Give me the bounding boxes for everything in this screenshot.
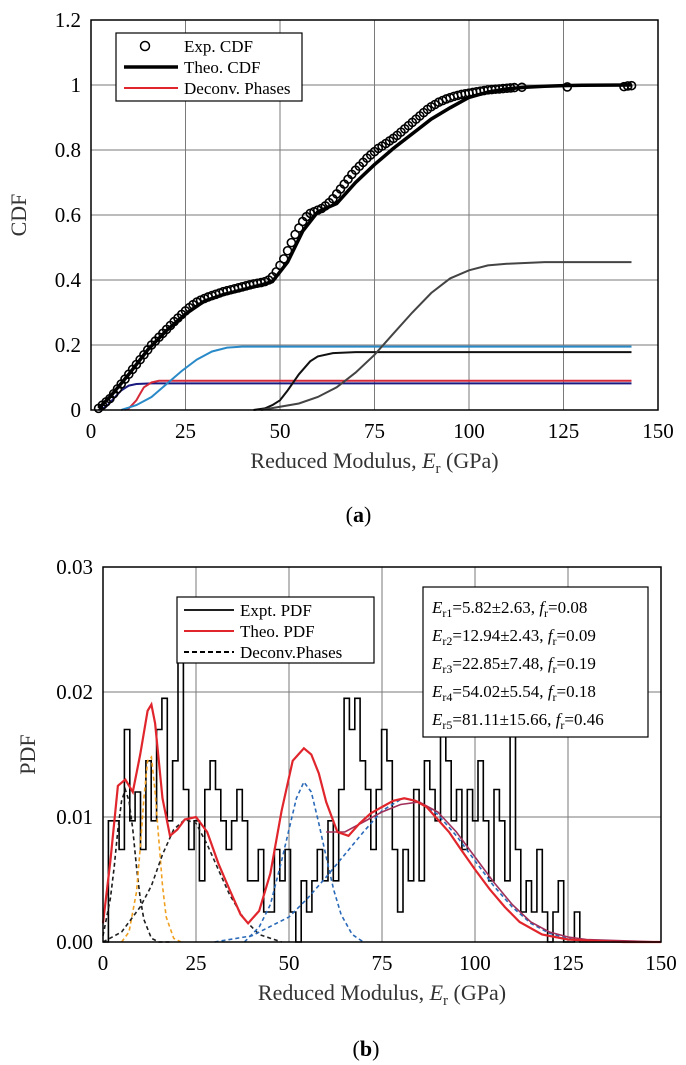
y-tick-label: 0.2 [55,333,81,357]
y-tick-labels: 0.00 0.01 0.02 0.03 [56,555,93,954]
y-tick-label: 0.6 [55,203,81,227]
y-tick-label: 0 [71,398,82,422]
legend-entry: Deconv.Phases [240,643,342,662]
panel-label: (a) [346,502,372,527]
legend: Expt. PDF Theo. PDF Deconv.Phases [176,596,375,664]
cdf-phase3-line [120,345,632,411]
pdf-phase2-line [120,755,182,943]
exp-cdf-point [562,82,573,92]
y-tick-label: 0.02 [56,680,93,704]
exp-cdf-point [517,82,527,93]
pdf-tail-line [326,801,662,943]
annotation-line: Er5=81.11±15.66, fr=0.46 [431,710,604,732]
cdf-phase5-line [260,261,632,411]
y-axis-label: PDF [15,734,40,774]
x-tick-label: 0 [86,419,97,443]
x-axis-label: Reduced Modulus, Er (GPa) [250,448,498,477]
legend-entry: Theo. PDF [240,622,315,641]
y-tick-label: 1 [71,73,82,97]
legend-entry: Exp. CDF [184,37,253,56]
x-axis-label: Reduced Modulus, Er (GPa) [258,980,506,1009]
x-tick-labels: 0 25 50 75 100 125 150 [86,419,674,443]
x-tick-label: 75 [372,951,393,975]
annotation-line: Er2=12.94±2.43, fr=0.09 [431,626,596,648]
x-tick-label: 125 [552,951,584,975]
exp-cdf-point [622,81,633,91]
fit-parameters-box: Er1=5.82±2.63, fr=0.08 Er2=12.94±2.43, fr… [422,586,649,738]
x-tick-label: 125 [548,419,580,443]
exp-cdf-point [505,83,516,93]
annotation-line: Er3=22.85±7.48, fr=0.19 [431,654,596,676]
cdf-phase1-line [98,382,632,411]
cdf-phase4-line [253,351,632,411]
annotation-box [422,586,649,738]
annotation-line: Er4=54.02±5.54, fr=0.18 [431,682,596,704]
theo-cdf-line [97,83,632,410]
x-tick-label: 50 [279,951,300,975]
cdf-phase2-line [124,379,632,411]
x-tick-label: 150 [642,419,674,443]
x-tick-label: 150 [645,951,677,975]
x-tick-label: 75 [364,419,385,443]
plot-frame [90,19,659,411]
legend-marker-exp [139,40,151,52]
y-tick-labels: 0 0.2 0.4 0.6 0.8 1 1.2 [55,8,82,422]
x-tick-label: 0 [98,951,109,975]
pdf-phase1-line [102,786,170,943]
x-tick-labels: 0 25 50 75 100 125 150 [98,951,677,975]
exp-cdf-point [286,237,297,248]
x-tick-label: 25 [175,419,196,443]
exp-cdf-point [626,80,637,91]
annotation-line: Er1=5.82±2.63, fr=0.08 [431,598,587,620]
legend-entry: Expt. PDF [240,601,312,620]
chart-b: 0 25 50 75 100 125 150 0.00 0.01 0.02 0.03 Reduced … [15,555,677,1061]
chart-a: 0 25 50 75 100 125 150 0 0.2 0.4 0.6 0.8 1 1.2 Reduced… [6,8,674,527]
x-tick-label: 100 [459,951,491,975]
exp-cdf-point [282,245,293,256]
y-tick-label: 0.01 [56,805,93,829]
legend: Exp. CDF Theo. CDF Deconv. Phases [115,32,303,102]
y-tick-label: 0.00 [56,930,93,954]
y-tick-label: 0.4 [55,268,82,292]
theo-pdf-line [101,701,661,944]
x-tick-label: 25 [186,951,207,975]
panel-label: (b) [353,1036,380,1061]
exp-cdf-point [278,254,289,264]
legend-entry: Deconv. Phases [184,79,291,98]
y-axis-label: CDF [6,194,31,237]
y-tick-label: 1.2 [55,8,81,32]
y-tick-label: 0.8 [55,138,81,162]
legend-entry: Theo. CDF [184,58,261,77]
plot-frame [102,566,662,943]
expt-pdf-histogram [103,606,623,943]
pdf-phase4-line [243,780,364,943]
x-tick-label: 100 [453,419,485,443]
y-tick-label: 0.03 [56,555,93,579]
x-tick-label: 50 [270,419,291,443]
exp-cdf-markers [93,80,637,414]
